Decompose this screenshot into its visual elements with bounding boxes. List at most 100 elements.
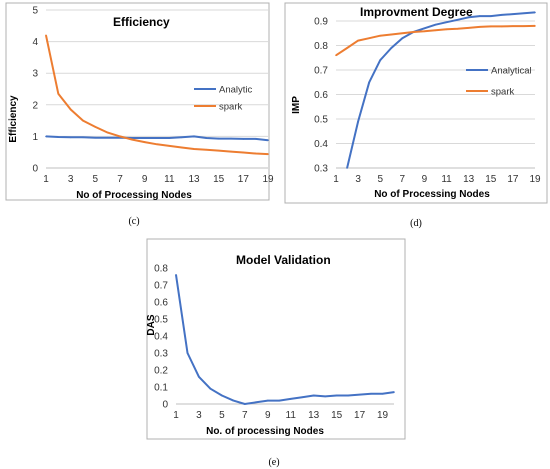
x-tick-label: 5 [377, 174, 383, 185]
data-point [267, 139, 269, 141]
data-point [456, 18, 459, 21]
data-point [358, 393, 361, 396]
data-point [467, 27, 470, 29]
data-point [346, 47, 348, 49]
data-point [324, 395, 326, 398]
x-tick-label: 15 [213, 174, 225, 185]
data-point [346, 167, 348, 169]
data-point [193, 148, 195, 150]
y-tick-label: 0.8 [314, 41, 328, 52]
y-tick-label: 0.9 [314, 17, 328, 28]
chart-panel-3: 00.10.20.30.40.50.60.70.81 3 5 7 9 11 13 15 17 19… [146, 238, 406, 440]
y-axis-label: Efficiency [8, 95, 19, 143]
data-point [379, 59, 382, 61]
series-line-1 [346, 11, 536, 169]
data-point [423, 30, 426, 33]
data-point [255, 401, 258, 404]
y-tick-label: 0.1 [154, 383, 168, 394]
y-tick-label: 0.2 [154, 366, 168, 377]
y-tick-label: 0.5 [154, 315, 168, 326]
x-axis-label: No. of processing Nodes [206, 426, 324, 437]
data-point [180, 136, 183, 139]
y-tick-label: 0.4 [154, 332, 168, 343]
data-point [232, 399, 235, 402]
data-point [69, 108, 72, 111]
x-tick-label: 1 [333, 174, 339, 185]
data-point [82, 119, 84, 122]
data-point [445, 21, 448, 24]
data-point [254, 152, 257, 155]
x-tick-label: 15 [331, 410, 343, 421]
x-tick-label: 9 [265, 410, 271, 421]
data-point [478, 15, 481, 17]
chart-frame [284, 2, 548, 204]
y-tick-label: 5 [32, 6, 38, 17]
data-point [357, 120, 359, 123]
x-tick-label: 19 [262, 174, 274, 185]
data-point [412, 31, 415, 33]
chart-title: Improvment Degree [360, 5, 473, 19]
y-tick-label: 0.3 [154, 349, 168, 360]
x-tick-label: 3 [196, 410, 202, 421]
y-tick-label: 0.3 [314, 164, 328, 175]
data-point [423, 27, 426, 30]
data-point [357, 39, 359, 42]
panel-caption: (c) [128, 216, 139, 227]
y-tick-label: 0.6 [314, 90, 328, 101]
x-tick-label: 5 [219, 410, 225, 421]
y-tick-label: 0.6 [154, 298, 168, 309]
y-tick-label: 4 [32, 37, 38, 48]
chart-frame [146, 238, 406, 440]
data-point [368, 81, 370, 84]
panel-caption: (e) [268, 457, 279, 468]
data-point [523, 25, 525, 27]
data-point [390, 47, 393, 49]
data-point [312, 394, 315, 397]
data-point [478, 26, 481, 28]
data-point [180, 146, 183, 149]
x-tick-label: 19 [529, 174, 541, 185]
legend-label: Analytical [491, 66, 532, 77]
panel-caption: (d) [410, 218, 422, 229]
data-point [230, 137, 232, 140]
x-tick-label: 19 [377, 410, 389, 421]
data-point [217, 137, 220, 140]
x-tick-label: 3 [355, 174, 361, 185]
data-point [434, 29, 437, 32]
y-tick-label: 3 [32, 69, 38, 80]
data-point [370, 393, 372, 395]
data-point [217, 149, 220, 152]
legend-label: spark [219, 102, 242, 113]
data-point [94, 136, 97, 139]
x-tick-label: 7 [117, 174, 123, 185]
data-point [57, 92, 60, 95]
data-point [242, 138, 245, 140]
data-point [401, 32, 404, 35]
data-point [289, 398, 292, 400]
data-point [512, 13, 514, 15]
data-point [82, 136, 84, 139]
x-tick-label: 1 [173, 410, 179, 421]
data-point [193, 135, 195, 138]
x-tick-label: 1 [43, 174, 49, 185]
x-tick-label: 17 [354, 410, 366, 421]
data-point [94, 126, 97, 128]
data-point [534, 11, 536, 14]
series-line-1 [175, 274, 395, 405]
data-point [209, 387, 212, 390]
y-tick-label: 0.8 [154, 264, 168, 275]
x-tick-label: 13 [308, 410, 320, 421]
data-point [489, 25, 492, 28]
data-point [401, 37, 404, 39]
data-point [45, 135, 47, 138]
x-tick-label: 11 [286, 410, 297, 421]
chart-frame [5, 2, 270, 201]
legend-label: Analytic [219, 85, 253, 96]
data-point [221, 394, 223, 397]
x-axis-label: No of Processing Nodes [76, 190, 192, 201]
data-point [501, 25, 503, 28]
data-point [156, 137, 158, 139]
data-point [230, 150, 232, 153]
data-point [393, 391, 395, 393]
